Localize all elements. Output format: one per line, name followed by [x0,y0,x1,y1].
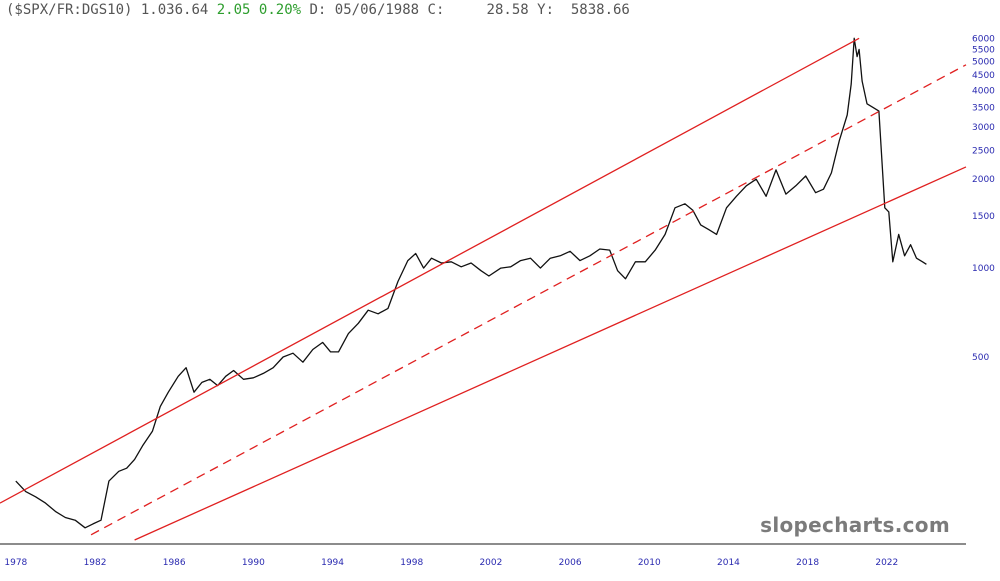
x-tick-2006: 2006 [559,558,582,568]
change-value: 2.05 [216,2,251,18]
close-label: C: [427,2,445,18]
x-tick-1978: 1978 [4,558,27,568]
x-tick-2014: 2014 [717,558,740,568]
x-tick-1986: 1986 [163,558,186,568]
change-percent: 0.20% [258,2,302,18]
y-tick-2500: 2500 [972,147,995,157]
y-value: 5838.66 [570,2,630,18]
y-tick-1000: 1000 [972,264,995,274]
y-tick-3500: 3500 [972,103,995,113]
series-channel-upper [0,37,860,504]
y-tick-2000: 2000 [972,175,995,185]
series-channel-lower [134,166,967,541]
date-label: D: [309,2,327,18]
last-value: 1.036.64 [140,2,209,18]
x-tick-2010: 2010 [638,558,661,568]
chart-marks [0,37,967,541]
x-tick-1994: 1994 [321,558,344,568]
symbol: ($SPX/FR:DGS10) [6,2,133,18]
y-tick-5500: 5500 [972,45,995,55]
y-tick-3000: 3000 [972,123,995,133]
y-tick-4000: 4000 [972,86,995,96]
y-tick-5000: 5000 [972,58,995,68]
y-tick-1500: 1500 [972,212,995,222]
x-tick-2022: 2022 [875,558,898,568]
y-tick-500: 500 [972,353,989,363]
watermark: slopecharts.com [760,513,950,537]
y-tick-4500: 4500 [972,71,995,81]
close-value: 28.58 [486,2,529,18]
x-tick-1982: 1982 [84,558,107,568]
date-value: 05/06/1988 [334,2,420,18]
x-axis-ticks: 1978 1982 1986 1990 1994 1998 2002 2006 2010 2014… [4,558,898,568]
x-tick-2002: 2002 [479,558,502,568]
series-price [15,37,927,529]
x-tick-1990: 1990 [242,558,265,568]
x-tick-1998: 1998 [400,558,423,568]
y-label: Y: [537,2,554,18]
series-channel-middle-dashed [90,64,967,536]
quote-header: ($SPX/FR:DGS10) 1.036.64 2.05 0.20% D: 0… [6,2,630,18]
x-tick-2018: 2018 [796,558,819,568]
y-tick-6000: 6000 [972,34,995,44]
